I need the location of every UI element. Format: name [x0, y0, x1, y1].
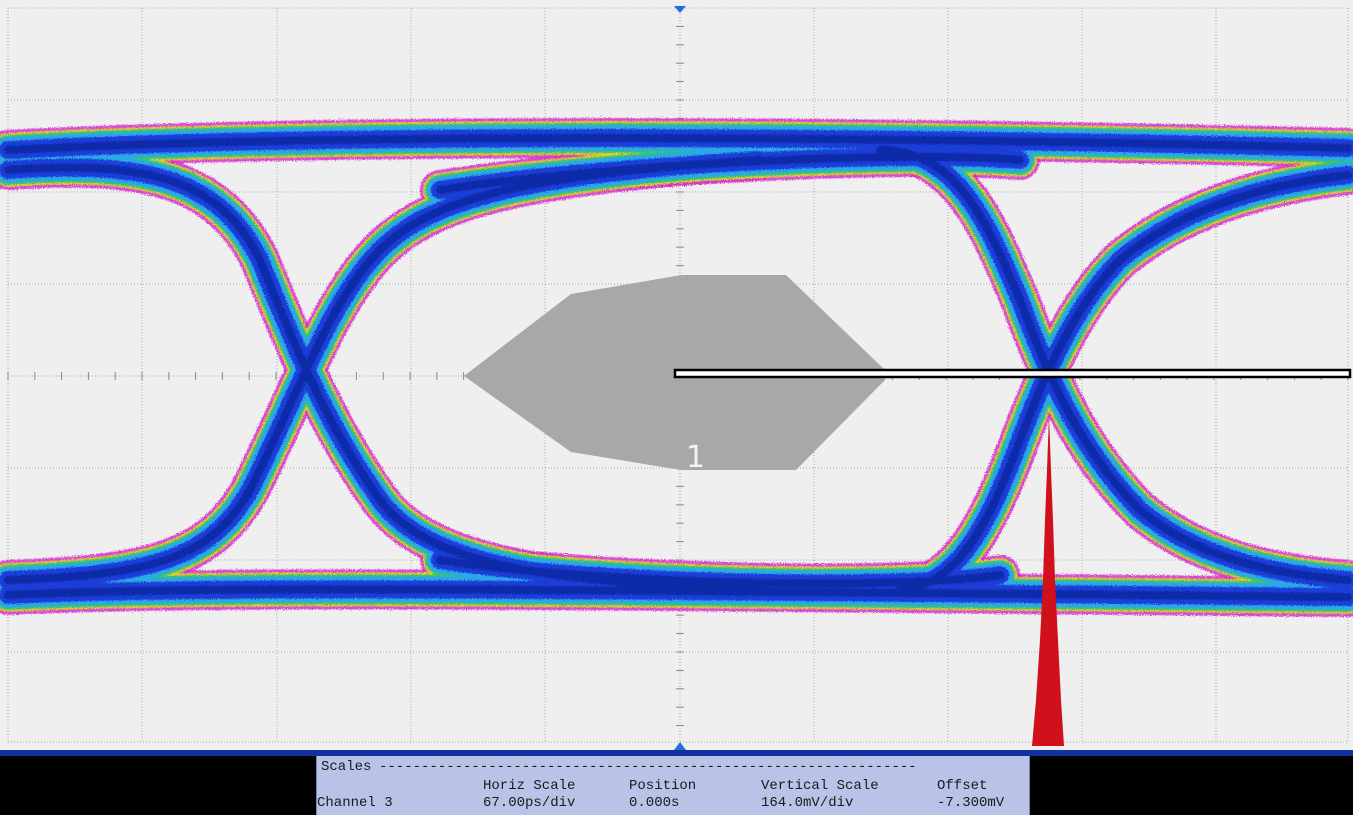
header-offset: Offset — [937, 778, 988, 794]
header-position: Position — [629, 778, 697, 794]
mask-number-label: 1 — [686, 440, 705, 475]
header-horiz-scale: Horiz Scale — [483, 778, 576, 794]
vertical-scale-value[interactable]: 164.0mV/div — [761, 795, 854, 811]
eye-trace-path — [4, 156, 764, 584]
jitter-histogram — [1032, 415, 1064, 746]
channel-label[interactable]: Channel 3 — [317, 795, 393, 811]
eye-traces — [0, 118, 1353, 617]
eye-diagram-svg: 1 — [0, 6, 1353, 750]
histogram-window-bar[interactable] — [673, 368, 1352, 379]
eye-trace-path — [436, 152, 1024, 194]
offset-value[interactable]: -7.300mV — [937, 795, 1005, 811]
eye-diagram-display[interactable]: 1 — [0, 0, 1353, 750]
top-trigger-marker[interactable] — [674, 6, 686, 13]
bottom-trigger-marker[interactable] — [674, 742, 686, 750]
eye-trace-path — [4, 585, 1352, 601]
header-vertical-scale: Vertical Scale — [761, 778, 879, 794]
eye-trace-path — [871, 141, 1353, 589]
scales-panel: Scales ---------------------------------… — [316, 756, 1030, 815]
eye-trace-path — [863, 133, 1353, 597]
position-value[interactable]: 0.000s — [629, 795, 680, 811]
scales-title: Scales — [321, 759, 372, 775]
eye-trace-path — [865, 135, 1353, 595]
eye-trace-path — [896, 171, 1352, 594]
eye-trace-path — [436, 556, 1004, 588]
horiz-scale-value[interactable]: 67.00ps/div — [483, 795, 576, 811]
eye-trace-path — [876, 146, 1352, 584]
eye-trace-path — [860, 130, 1353, 600]
eye-trace-path — [867, 137, 1353, 593]
eye-trace-path — [4, 134, 1352, 154]
scales-title-dashes: ----------------------------------------… — [379, 759, 917, 775]
status-divider-bar — [0, 750, 1353, 756]
